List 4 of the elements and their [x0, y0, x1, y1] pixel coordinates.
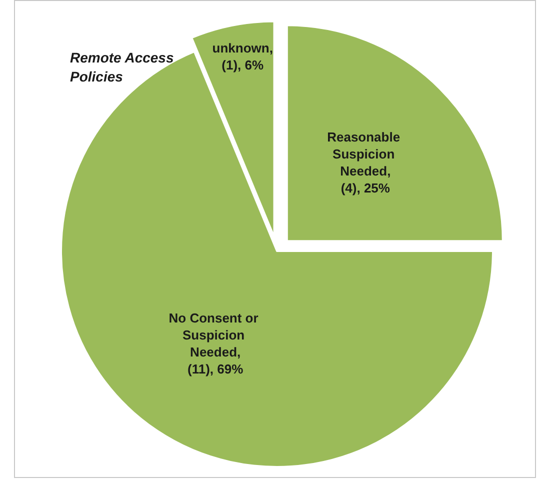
slice-label: Reasonable Suspicion Needed, (4), 25% [327, 130, 404, 196]
text: Remote Access Policies [70, 50, 178, 84]
slice-label: unknown, (1), 6% [212, 40, 273, 72]
slice-label: No Consent or Suspicion Needed, (11), 69% [168, 310, 262, 376]
